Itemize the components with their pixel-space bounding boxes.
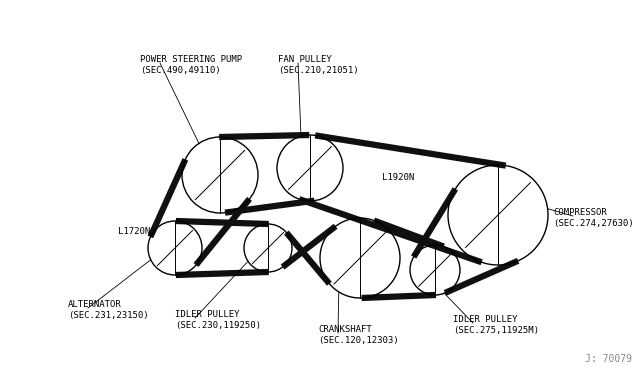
Text: IDLER PULLEY
(SEC.275,11925M): IDLER PULLEY (SEC.275,11925M) <box>453 315 539 335</box>
Text: J: 70079: J: 70079 <box>585 354 632 364</box>
Text: IDLER PULLEY
(SEC.230,119250): IDLER PULLEY (SEC.230,119250) <box>175 310 261 330</box>
Text: POWER STEERING PUMP
(SEC.490,49110): POWER STEERING PUMP (SEC.490,49110) <box>140 55 242 75</box>
Text: COMPRESSOR
(SEC.274,27630): COMPRESSOR (SEC.274,27630) <box>553 208 634 228</box>
Text: CRANKSHAFT
(SEC.120,12303): CRANKSHAFT (SEC.120,12303) <box>318 325 399 345</box>
Text: L1720N: L1720N <box>118 228 150 237</box>
Text: ALTERNATOR
(SEC.231,23150): ALTERNATOR (SEC.231,23150) <box>68 300 148 320</box>
Text: FAN PULLEY
(SEC.210,21051): FAN PULLEY (SEC.210,21051) <box>278 55 358 75</box>
Text: L1920N: L1920N <box>382 173 414 183</box>
